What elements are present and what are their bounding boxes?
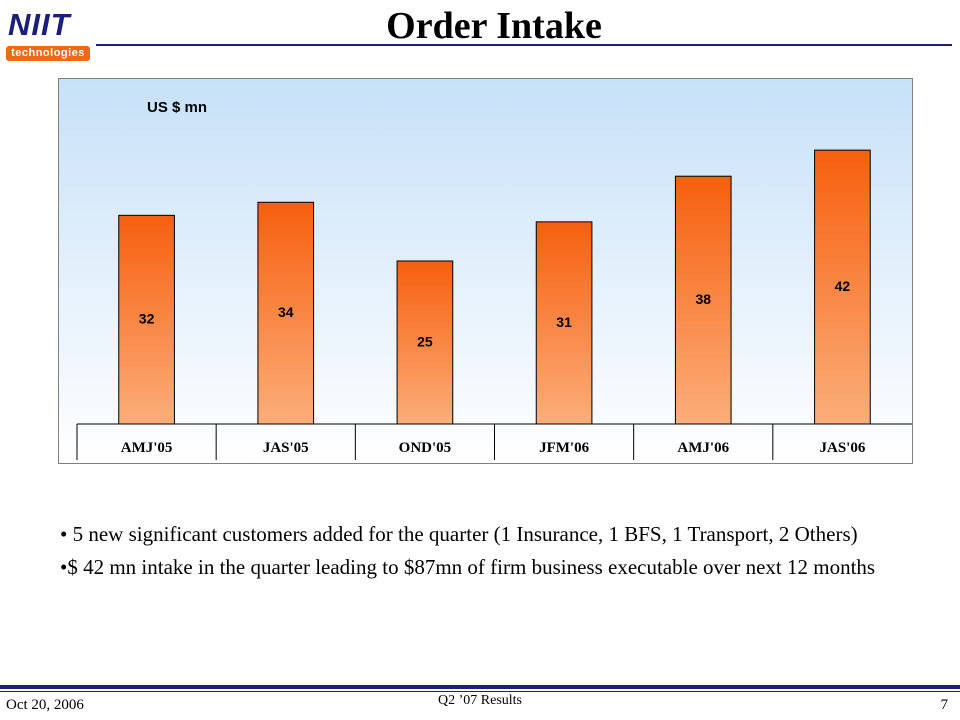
- company-logo: NIIT technologies: [6, 7, 92, 61]
- x-tick-label: JFM'06: [539, 440, 589, 456]
- x-tick-label: JAS'05: [263, 440, 309, 456]
- bar: [535, 221, 593, 425]
- footer-title: Q2 ’07 Results: [438, 693, 522, 708]
- page-title: Order Intake: [386, 5, 602, 47]
- bar: [814, 149, 871, 425]
- bar: [257, 201, 315, 425]
- x-tick-label: JAS'06: [819, 440, 865, 456]
- footer-rule: [0, 685, 960, 689]
- x-tick-label: AMJ'05: [121, 440, 173, 456]
- unit-label: US $ mn: [147, 99, 207, 116]
- x-tick-label: OND'05: [399, 440, 452, 456]
- summary-bullets: • 5 new significant customers added for …: [60, 520, 920, 586]
- data-label: 31: [556, 314, 572, 330]
- page-number: 7: [940, 697, 949, 713]
- order-intake-chart: US $ mn 32 34 25 31 38 42 AMJ'05 JAS'05 OND'05 J…: [59, 79, 912, 463]
- title-rule: [96, 44, 952, 46]
- data-label: 32: [139, 311, 155, 327]
- logo-wordmark: NIIT: [8, 7, 71, 42]
- logo-tagline: technologies: [6, 46, 90, 61]
- chart-frame: US $ mn 32 34 25 31 38 42 AMJ'05 JAS'05 OND'05 J…: [58, 78, 913, 464]
- data-label: 38: [695, 291, 711, 307]
- footer-rule-thin: [0, 691, 960, 692]
- bullet-item: • 5 new significant customers added for …: [60, 522, 858, 546]
- bar: [396, 260, 454, 425]
- x-tick-label: AMJ'06: [677, 440, 729, 456]
- footer-date: Oct 20, 2006: [6, 697, 84, 713]
- data-label: 42: [835, 278, 851, 294]
- data-label: 25: [417, 333, 433, 349]
- bullet-item: •$ 42 mn intake in the quarter leading t…: [60, 555, 876, 579]
- plot-background: [59, 79, 912, 463]
- bar: [118, 214, 175, 425]
- data-label: 34: [278, 304, 294, 320]
- bar: [674, 175, 732, 425]
